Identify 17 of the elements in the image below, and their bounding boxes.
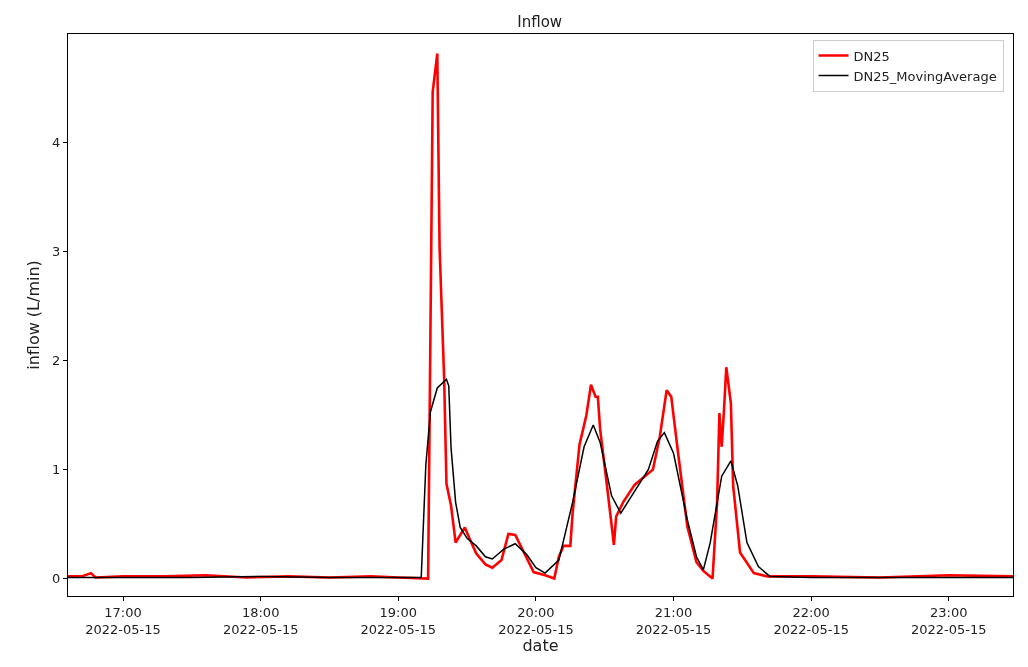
- legend-label: DN25: [853, 48, 890, 64]
- x-tick-label: 20:00 2022-05-15: [498, 604, 574, 637]
- y-tick-label: 4: [52, 135, 61, 151]
- y-axis-title: inflow (L/min): [24, 260, 44, 370]
- x-tick-label: 17:00 2022-05-15: [85, 604, 161, 637]
- x-tick-label: 21:00 2022-05-15: [635, 604, 712, 637]
- x-axis-title: date: [522, 636, 559, 656]
- x-tick-label: 18:00 2022-05-15: [222, 604, 299, 637]
- x-tick-label: 19:00 2022-05-15: [360, 604, 437, 637]
- y-tick-label: 1: [52, 462, 61, 478]
- y-tick-label: 2: [52, 353, 61, 369]
- y-tick-label: 0: [52, 571, 61, 587]
- chart-title: Inflow: [517, 13, 563, 32]
- legend-label: DN25_MovingAverage: [853, 68, 997, 84]
- y-tick-label: 3: [52, 244, 61, 260]
- x-tick-label: 23:00 2022-05-15: [911, 604, 987, 637]
- x-tick-label: 22:00 2022-05-15: [773, 604, 849, 637]
